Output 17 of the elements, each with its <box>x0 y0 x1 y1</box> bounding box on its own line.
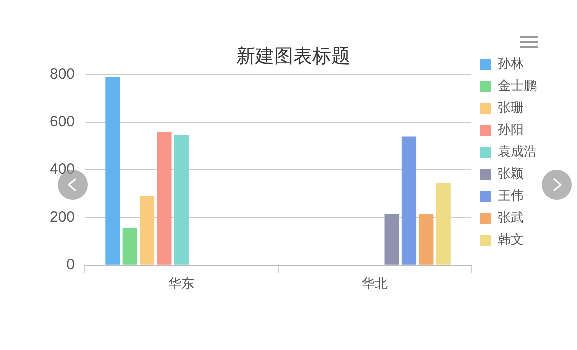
legend-label: 张颖 <box>498 166 524 182</box>
y-tick-label: 600 <box>50 114 76 131</box>
legend-label: 孙林 <box>498 56 524 72</box>
y-tick-label: 800 <box>50 66 76 83</box>
chart-title: 新建图表标题 <box>236 45 350 68</box>
legend-label: 金士鹏 <box>498 78 537 94</box>
legend-label: 张珊 <box>498 100 524 116</box>
y-tick-label: 200 <box>50 208 76 226</box>
legend-label: 韩文 <box>498 232 524 248</box>
legend-label: 袁成浩 <box>498 144 537 160</box>
x-tick-label: 华东 <box>168 276 195 291</box>
legend-label: 孙阳 <box>498 122 524 138</box>
legend-label: 张武 <box>498 210 524 226</box>
legend-label: 王伟 <box>498 188 524 204</box>
x-tick-label: 华北 <box>362 276 388 291</box>
y-tick-label: 400 <box>50 161 76 178</box>
y-tick-label: 0 <box>66 256 76 274</box>
